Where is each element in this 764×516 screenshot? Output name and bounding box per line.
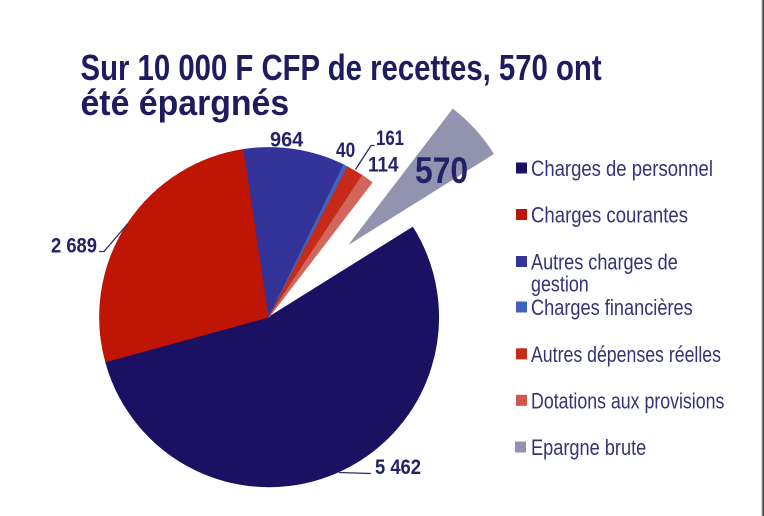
svg-text:2 689: 2 689 — [51, 234, 97, 257]
svg-text:Autres dépenses réelles: Autres dépenses réelles — [531, 343, 721, 367]
svg-text:Charges de personnel: Charges de personnel — [531, 158, 713, 182]
svg-text:40: 40 — [336, 140, 355, 163]
svg-text:5 462: 5 462 — [375, 456, 421, 479]
svg-text:964: 964 — [270, 128, 304, 152]
svg-text:Sur 10 000 F CFP de recettes,: Sur 10 000 F CFP de recettes, 570 ont — [81, 47, 602, 88]
svg-text:570: 570 — [415, 151, 468, 192]
svg-text:été épargnés: été épargnés — [81, 83, 290, 123]
svg-text:161: 161 — [376, 127, 404, 150]
svg-text:Charges financières: Charges financières — [531, 296, 693, 320]
svg-text:114: 114 — [368, 154, 398, 177]
svg-text:Charges courantes: Charges courantes — [531, 204, 688, 228]
svg-text:Autres charges de: Autres charges de — [531, 251, 678, 275]
svg-text:gestion: gestion — [531, 273, 589, 297]
svg-text:Dotations aux provisions: Dotations aux provisions — [531, 390, 724, 414]
svg-text:Epargne brute: Epargne brute — [531, 436, 646, 460]
